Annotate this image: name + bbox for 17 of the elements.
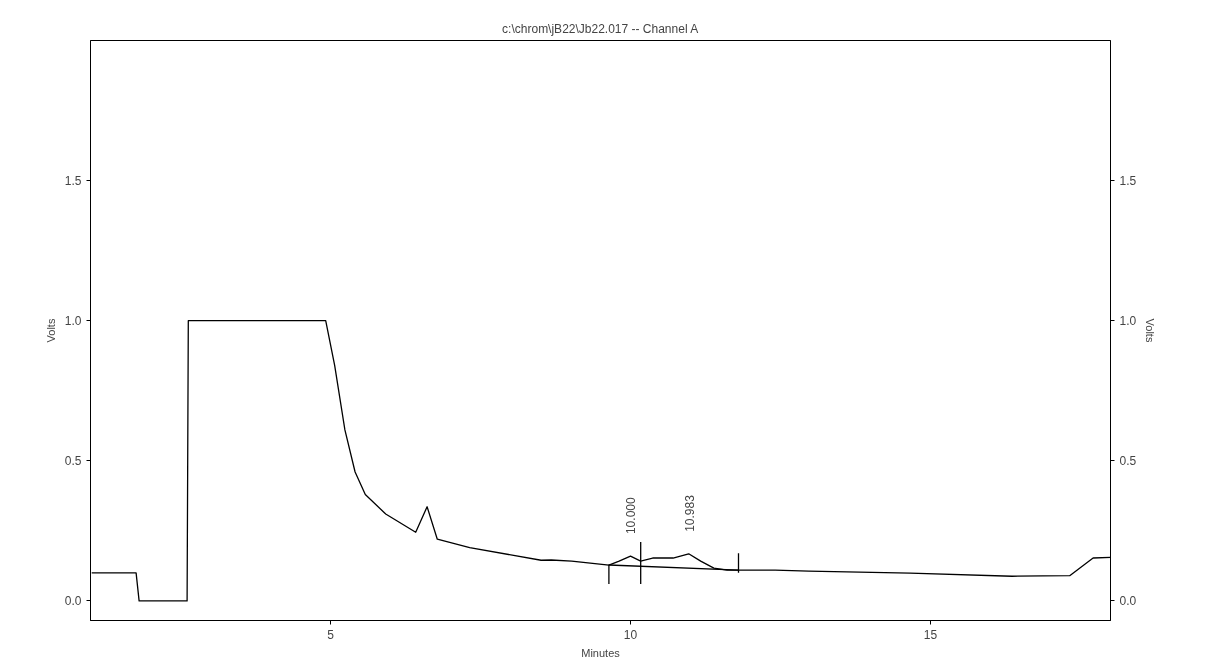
x-tick-label: 10 [623, 627, 638, 642]
y2-tick-label: 1.5 [1119, 174, 1137, 189]
y-tick-label: 0.5 [64, 454, 82, 469]
x-axis-title: Minutes [581, 646, 621, 659]
annotation: 10.000 [624, 497, 638, 535]
y-tick-label: 0.0 [64, 594, 82, 609]
y-tick-label: 1.5 [64, 174, 82, 189]
y2-axis-title: Volts [1144, 318, 1157, 343]
chart-title: c:\chrom\jB22\Jb22.017 -- Channel A [502, 21, 699, 36]
y2-tick-label: 1.0 [1119, 314, 1137, 329]
annotation: 10.983 [682, 494, 697, 532]
y-axis-title: Volts [44, 318, 57, 343]
x-tick-label: 15 [923, 627, 938, 642]
y2-tick-label: 0.0 [1119, 594, 1137, 609]
y2-tick-label: 0.5 [1119, 454, 1137, 469]
y-tick-label: 1.0 [64, 314, 82, 329]
x-tick-label: 5 [327, 627, 335, 642]
